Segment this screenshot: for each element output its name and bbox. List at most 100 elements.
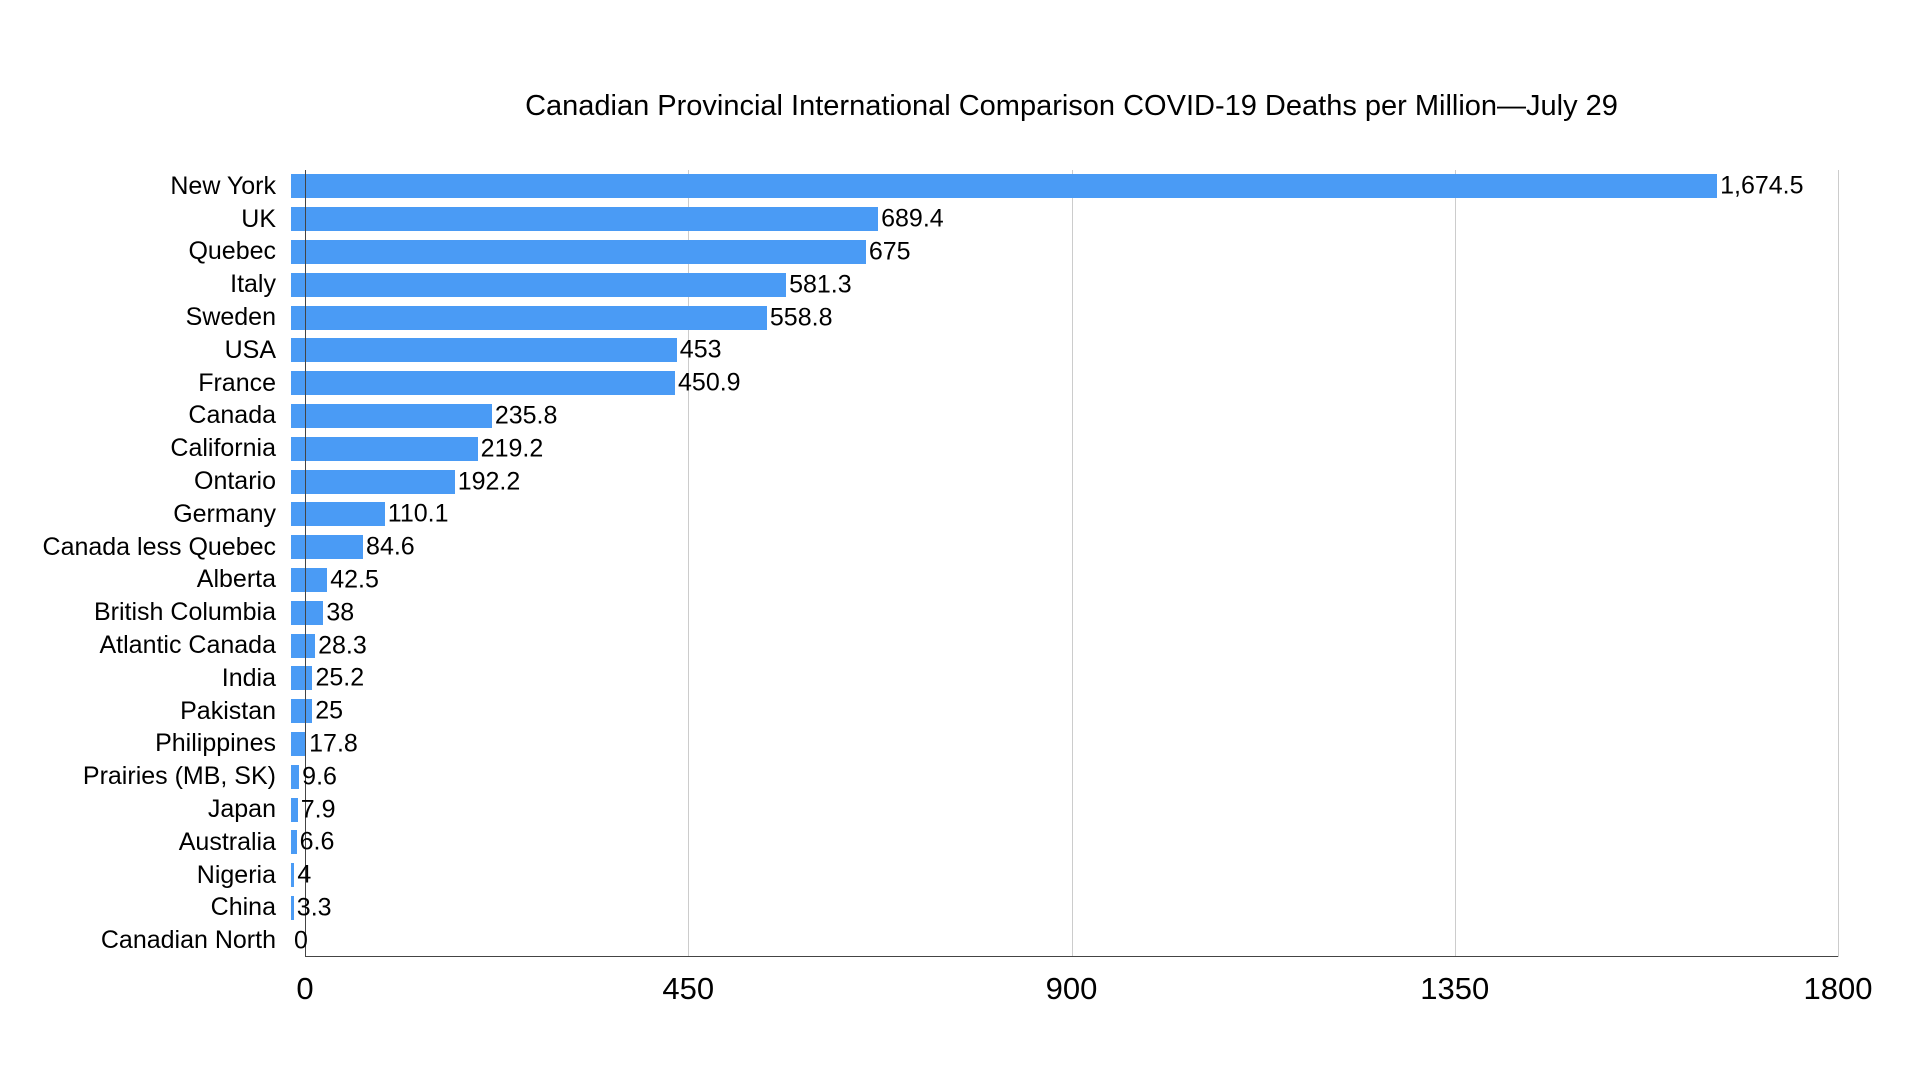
category-label: Quebec	[188, 237, 276, 266]
category-label: UK	[241, 204, 276, 233]
x-tick-label: 0	[296, 971, 314, 1006]
bar-track: 235.8	[290, 400, 1823, 433]
bar-row: Germany 110.1	[0, 498, 1920, 531]
plot-area	[305, 170, 1839, 957]
category-label: Germany	[173, 499, 276, 528]
bar	[291, 502, 385, 527]
value-label: 450.9	[678, 368, 741, 397]
bar-track: 6.6	[290, 826, 1823, 859]
bar-row: Prairies (MB, SK) 9.6	[0, 760, 1920, 793]
bar	[291, 731, 307, 756]
value-label: 1,674.5	[1720, 171, 1804, 200]
bar-row: Sweden 558.8	[0, 301, 1920, 334]
bar-track: 675	[290, 236, 1823, 269]
bar	[291, 830, 297, 855]
value-label: 0	[294, 926, 308, 955]
bar-track: 689.4	[290, 203, 1823, 236]
bar-track: 9.6	[290, 760, 1823, 793]
bar	[291, 567, 328, 592]
value-label: 6.6	[299, 827, 335, 856]
bar-row: China 3.3	[0, 892, 1920, 925]
bar-track: 0	[290, 924, 1823, 957]
category-label: India	[221, 663, 276, 692]
y-axis-line	[305, 170, 306, 957]
bar-track: 4	[290, 859, 1823, 892]
bar	[291, 272, 787, 297]
gridline	[1454, 170, 1456, 957]
bar-row: Canadian North 0	[0, 924, 1920, 957]
value-label: 453	[679, 335, 722, 364]
bar-row: India 25.2	[0, 662, 1920, 695]
bar	[291, 764, 300, 789]
value-label: 38	[326, 598, 355, 627]
chart-title: Canadian Provincial International Compar…	[525, 90, 1618, 122]
x-axis-ticks: 0 450 900 1350 1800	[296, 957, 1872, 1017]
bar-track: 17.8	[290, 728, 1823, 761]
bar-track: 192.2	[290, 465, 1823, 498]
category-label: Canada less Quebec	[42, 532, 276, 561]
bar	[291, 535, 364, 560]
bar	[291, 633, 316, 658]
bar-track: 3.3	[290, 892, 1823, 925]
value-label: 192.2	[457, 467, 521, 496]
bar-row: Pakistan 25	[0, 695, 1920, 728]
bar-row: France 450.9	[0, 367, 1920, 400]
category-label: Italy	[230, 270, 276, 299]
bar-row: Canada less Quebec 84.6	[0, 531, 1920, 564]
category-label: Australia	[178, 827, 276, 856]
category-label: Canadian North	[100, 926, 276, 955]
bar-row: Ontario 192.2	[0, 465, 1920, 498]
x-tick-label: 450	[662, 971, 715, 1006]
bar-track: 453	[290, 334, 1823, 367]
value-label: 558.8	[769, 303, 833, 332]
category-label: Ontario	[194, 467, 276, 496]
category-label: China	[210, 893, 276, 922]
bar-track: 110.1	[290, 498, 1823, 531]
bar	[291, 895, 294, 920]
bar-track: 581.3	[290, 268, 1823, 301]
bar-track: 38	[290, 596, 1823, 629]
bar-track: 25.2	[290, 662, 1823, 695]
category-label: California	[170, 434, 276, 463]
bar-row: Alberta 42.5	[0, 564, 1920, 597]
bar-track: 219.2	[290, 432, 1823, 465]
category-label: USA	[224, 335, 276, 364]
category-label: British Columbia	[93, 598, 276, 627]
bar-row: Philippines 17.8	[0, 728, 1920, 761]
value-label: 235.8	[494, 401, 558, 430]
bar	[291, 239, 866, 264]
x-tick-label: 900	[1045, 971, 1098, 1006]
bar-rows: New York 1,674.5 UK 689.4 Quebec 675 Italy 581.…	[0, 170, 1920, 957]
bar-track: 1,674.5	[290, 170, 1823, 203]
category-label: Alberta	[196, 565, 276, 594]
x-axis-line	[305, 956, 1838, 957]
category-label: France	[198, 368, 276, 397]
value-label: 110.1	[387, 499, 449, 528]
bar	[291, 174, 1718, 199]
bar-track: 25	[290, 695, 1823, 728]
bar-track: 42.5	[290, 564, 1823, 597]
value-label: 42.5	[330, 565, 379, 594]
bar	[291, 797, 298, 822]
value-label: 25	[315, 696, 344, 725]
bar	[291, 436, 478, 461]
x-tick-label: 1350	[1420, 971, 1490, 1006]
bar	[291, 207, 879, 232]
gridline	[1838, 170, 1839, 957]
bar-track: 558.8	[290, 301, 1823, 334]
bar-row: Quebec 675	[0, 236, 1920, 269]
value-label: 84.6	[366, 532, 415, 561]
bar-track: 28.3	[290, 629, 1823, 662]
value-label: 3.3	[296, 893, 332, 922]
value-label: 4	[297, 860, 312, 889]
value-label: 675	[868, 237, 911, 266]
gridline	[1071, 170, 1073, 957]
bar-row: Japan 7.9	[0, 793, 1920, 826]
category-label: Prairies (MB, SK)	[82, 762, 276, 791]
value-label: 689.4	[881, 204, 944, 233]
bar-row: New York 1,674.5	[0, 170, 1920, 203]
value-label: 17.8	[309, 729, 358, 758]
value-label: 9.6	[302, 762, 337, 791]
bar-row: British Columbia 38	[0, 596, 1920, 629]
value-label: 219.2	[480, 434, 544, 463]
